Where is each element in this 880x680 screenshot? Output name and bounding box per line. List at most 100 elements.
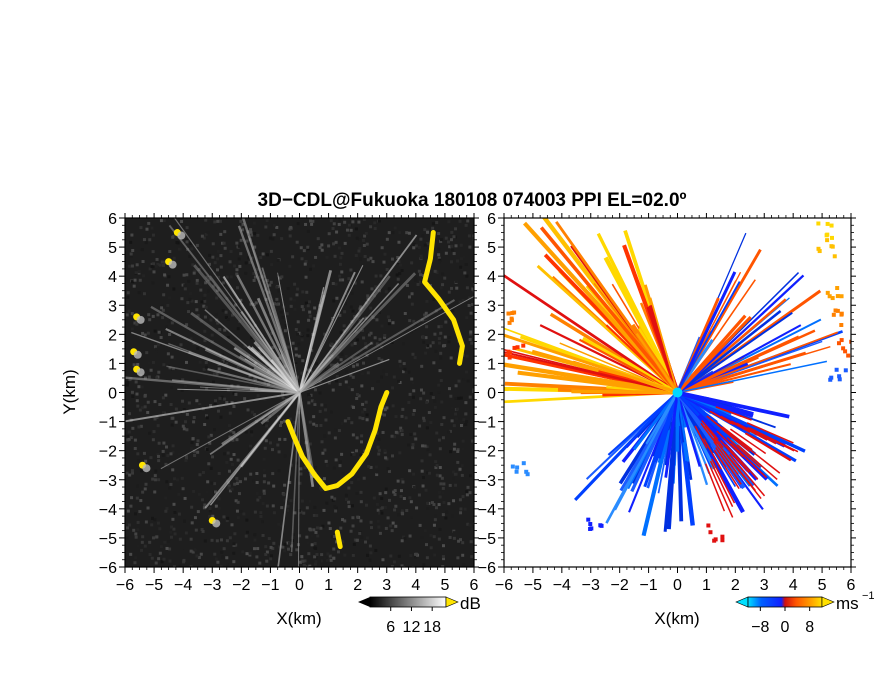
noise-pixel	[127, 430, 131, 434]
noise-pixel	[255, 555, 259, 559]
noise-pixel	[339, 460, 343, 464]
noise-pixel	[334, 458, 338, 462]
radar-site-marker	[672, 387, 683, 398]
noise-pixel	[213, 402, 217, 406]
noise-pixel	[180, 388, 184, 392]
noise-pixel	[140, 548, 144, 552]
noise-pixel	[210, 333, 214, 337]
noise-pixel	[391, 386, 395, 390]
noise-pixel	[347, 223, 351, 227]
noise-pixel	[208, 506, 212, 510]
noise-pixel	[213, 261, 217, 265]
noise-pixel	[185, 428, 189, 432]
noise-pixel	[426, 230, 430, 234]
noise-pixel	[235, 286, 239, 290]
noise-pixel	[437, 256, 441, 260]
noise-pixel	[143, 333, 147, 337]
y-tick-label: 2	[487, 327, 496, 344]
noise-pixel	[131, 426, 135, 430]
noise-pixel	[375, 342, 379, 346]
noise-pixel	[252, 355, 256, 359]
noise-pixel	[265, 419, 269, 423]
high-reflectivity-echo	[285, 390, 390, 491]
noise-pixel	[355, 538, 359, 542]
noise-pixel	[136, 544, 140, 548]
noise-pixel	[377, 357, 381, 361]
noise-pixel	[232, 560, 236, 564]
noise-pixel	[189, 337, 193, 341]
echo-spot	[212, 519, 221, 528]
noise-pixel	[125, 536, 129, 540]
noise-pixel	[456, 556, 460, 560]
noise-pixel	[364, 342, 368, 346]
noise-pixel	[392, 375, 396, 379]
velocity-folded-band	[744, 432, 791, 462]
noise-pixel	[376, 445, 380, 449]
noise-pixel	[334, 282, 338, 286]
noise-pixel	[158, 402, 162, 406]
noise-pixel	[448, 429, 452, 433]
velocity-echo-pixel	[825, 290, 830, 295]
noise-pixel	[169, 452, 173, 456]
velocity-echo-pixel	[829, 223, 834, 228]
noise-pixel	[179, 343, 183, 347]
velocity-echo-pixel	[829, 375, 834, 380]
noise-pixel	[369, 520, 373, 524]
noise-pixel	[334, 509, 338, 513]
noise-pixel	[383, 413, 387, 417]
noise-pixel	[225, 539, 229, 543]
noise-pixel	[239, 219, 243, 223]
noise-pixel	[397, 260, 401, 264]
noise-pixel	[323, 332, 327, 336]
noise-pixel	[171, 468, 175, 472]
velocity-echo-pixel	[588, 522, 593, 527]
noise-pixel	[366, 553, 370, 557]
noise-pixel	[243, 397, 247, 401]
noise-pixel	[411, 352, 415, 356]
noise-pixel	[369, 306, 373, 310]
noise-pixel	[313, 306, 317, 310]
noise-pixel	[144, 482, 148, 486]
velocity-echo-pixel	[506, 311, 511, 316]
noise-pixel	[438, 258, 442, 262]
noise-pixel	[171, 235, 175, 239]
velocity-beam-mixed	[677, 345, 831, 394]
noise-pixel	[321, 291, 325, 295]
noise-pixel	[403, 312, 407, 316]
velocity-folded-band	[721, 426, 753, 451]
noise-pixel	[441, 544, 445, 548]
noise-pixel	[326, 552, 330, 556]
noise-pixel	[261, 533, 265, 537]
noise-pixel	[401, 535, 405, 539]
noise-pixel	[130, 469, 134, 473]
noise-pixel	[207, 278, 211, 282]
noise-pixel	[432, 503, 436, 507]
noise-pixel	[145, 351, 149, 355]
noise-pixel	[463, 271, 467, 275]
noise-pixel	[425, 317, 429, 321]
noise-pixel	[408, 534, 412, 538]
noise-pixel	[437, 325, 441, 329]
noise-pixel	[193, 454, 197, 458]
noise-pixel	[281, 396, 285, 400]
noise-pixel	[336, 550, 340, 554]
noise-pixel	[148, 318, 152, 322]
noise-pixel	[318, 391, 322, 395]
noise-pixel	[398, 231, 402, 235]
noise-pixel	[135, 322, 139, 326]
noise-pixel	[264, 439, 268, 443]
noise-pixel	[289, 304, 293, 308]
noise-pixel	[193, 451, 197, 455]
noise-pixel	[452, 252, 456, 256]
noise-pixel	[444, 516, 448, 520]
noise-pixel	[462, 418, 466, 422]
noise-pixel	[126, 291, 130, 295]
noise-pixel	[358, 246, 362, 250]
noise-pixel	[361, 402, 365, 406]
noise-pixel	[143, 394, 147, 398]
velocity-beam-receding	[578, 338, 679, 394]
noise-pixel	[434, 349, 438, 353]
noise-pixel	[156, 454, 160, 458]
noise-pixel	[252, 278, 256, 282]
noise-pixel	[147, 221, 151, 225]
